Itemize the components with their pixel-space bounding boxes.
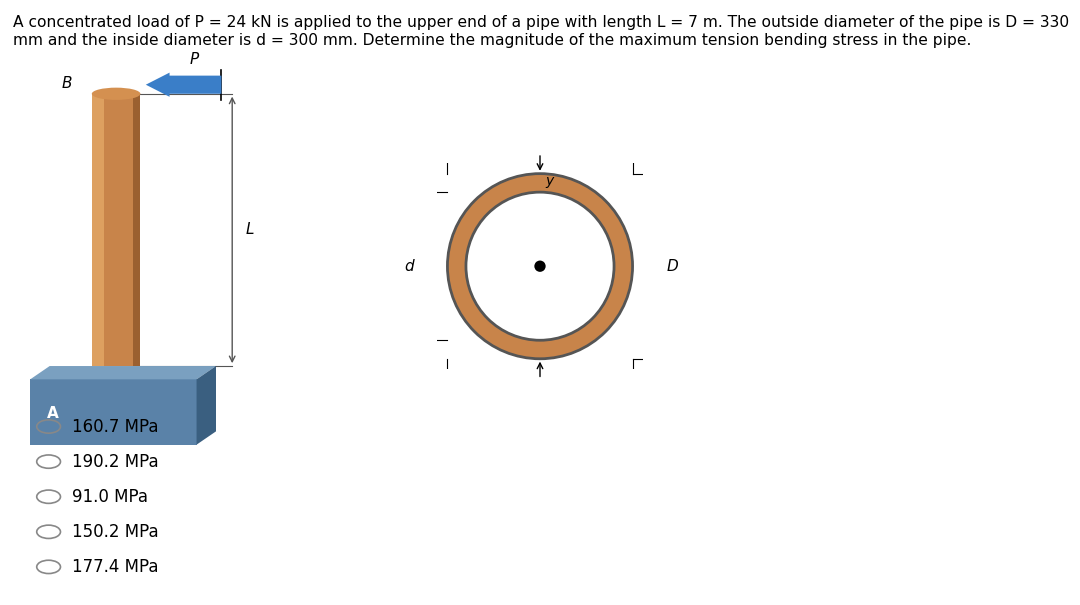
Text: A: A [46, 406, 58, 420]
Text: 91.0 MPa: 91.0 MPa [72, 488, 148, 506]
Text: A concentrated load of P = 24 kN is applied to the upper end of a pipe with leng: A concentrated load of P = 24 kN is appl… [13, 15, 1069, 30]
Text: 177.4 MPa: 177.4 MPa [72, 558, 159, 576]
Text: D: D [666, 259, 678, 273]
Polygon shape [30, 366, 216, 379]
Text: B: B [62, 76, 72, 91]
Text: z: z [469, 247, 476, 261]
Text: y: y [545, 174, 553, 188]
FancyBboxPatch shape [92, 94, 104, 366]
FancyBboxPatch shape [104, 94, 140, 366]
Ellipse shape [92, 88, 140, 100]
FancyArrow shape [146, 73, 221, 97]
FancyBboxPatch shape [133, 94, 140, 366]
FancyBboxPatch shape [30, 379, 197, 445]
Text: mm and the inside diameter is d = 300 mm. Determine the magnitude of the maximum: mm and the inside diameter is d = 300 mm… [13, 33, 971, 48]
Polygon shape [197, 366, 216, 445]
Text: 190.2 MPa: 190.2 MPa [72, 453, 159, 471]
Circle shape [535, 261, 545, 272]
Text: 160.7 MPa: 160.7 MPa [72, 417, 159, 436]
Circle shape [447, 174, 633, 359]
Circle shape [465, 192, 615, 340]
Text: P: P [190, 51, 199, 67]
Text: L: L [245, 223, 254, 237]
Text: 150.2 MPa: 150.2 MPa [72, 523, 159, 541]
Text: d: d [404, 259, 414, 273]
